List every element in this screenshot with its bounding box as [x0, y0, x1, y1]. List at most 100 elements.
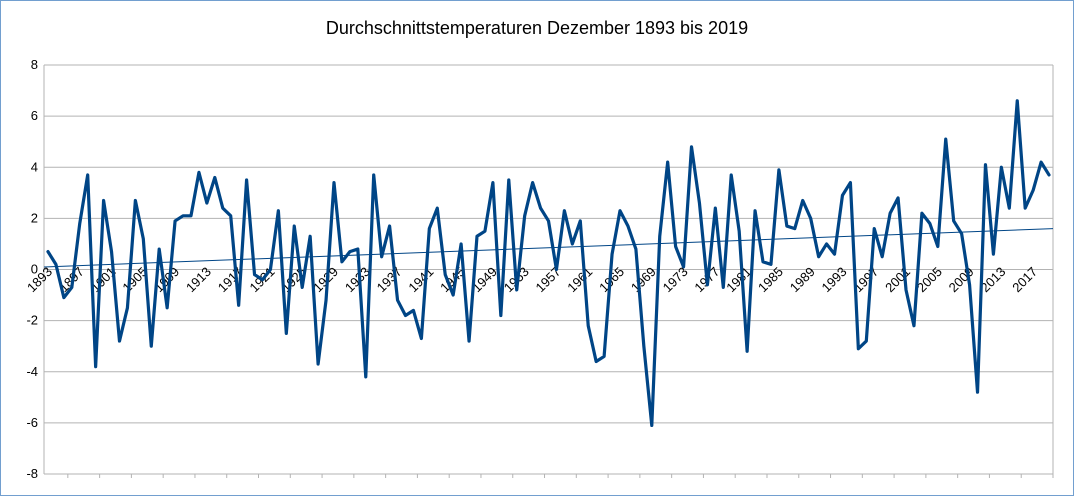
data-point — [388, 224, 391, 227]
data-point — [213, 176, 216, 179]
data-point — [833, 253, 836, 256]
data-point — [285, 332, 288, 335]
series-layer — [46, 99, 1051, 428]
data-point — [682, 265, 685, 268]
data-point — [777, 168, 780, 171]
data-point — [126, 306, 129, 309]
data-point — [1016, 99, 1019, 102]
data-point — [896, 196, 899, 199]
data-point — [189, 214, 192, 217]
data-point — [889, 212, 892, 215]
data-point — [722, 286, 725, 289]
data-point — [460, 242, 463, 245]
data-point — [626, 224, 629, 227]
data-point — [491, 181, 494, 184]
data-point — [1008, 207, 1011, 210]
data-point — [1039, 161, 1042, 164]
data-point — [142, 237, 145, 240]
data-point — [46, 250, 49, 253]
data-point — [547, 219, 550, 222]
data-point — [595, 360, 598, 363]
data-point — [309, 235, 312, 238]
data-point — [54, 263, 57, 266]
data-point — [992, 253, 995, 256]
data-point — [86, 173, 89, 176]
data-point — [293, 224, 296, 227]
data-point — [317, 362, 320, 365]
data-point — [277, 209, 280, 212]
data-point — [952, 219, 955, 222]
data-point — [642, 345, 645, 348]
data-point — [793, 227, 796, 230]
data-point — [301, 286, 304, 289]
data-point — [428, 227, 431, 230]
data-point — [70, 286, 73, 289]
data-point — [173, 219, 176, 222]
data-point — [467, 339, 470, 342]
data-point — [452, 293, 455, 296]
data-point — [928, 222, 931, 225]
data-point — [984, 163, 987, 166]
data-point — [380, 255, 383, 258]
chart-title: Durchschnittstemperaturen Dezember 1893 … — [326, 18, 748, 38]
data-point — [539, 207, 542, 210]
data-point — [571, 242, 574, 245]
data-point — [507, 178, 510, 181]
data-point — [865, 339, 868, 342]
data-point — [960, 232, 963, 235]
data-point — [531, 181, 534, 184]
data-point — [785, 224, 788, 227]
data-point — [444, 273, 447, 276]
data-point — [730, 173, 733, 176]
data-point — [348, 250, 351, 253]
data-point — [714, 207, 717, 210]
data-point — [825, 242, 828, 245]
data-point — [809, 217, 812, 220]
data-point — [436, 207, 439, 210]
data-point — [857, 347, 860, 350]
y-tick-label: -6 — [26, 415, 38, 430]
data-point — [158, 247, 161, 250]
data-point — [650, 424, 653, 427]
data-point — [976, 391, 979, 394]
data-point — [62, 296, 65, 299]
data-point — [936, 245, 939, 248]
data-point — [769, 263, 772, 266]
data-point — [555, 268, 558, 271]
data-point — [1000, 166, 1003, 169]
data-point — [690, 145, 693, 148]
data-point — [881, 255, 884, 258]
data-point — [579, 219, 582, 222]
y-tick-label: -8 — [26, 466, 38, 481]
data-point — [603, 355, 606, 358]
data-point — [340, 260, 343, 263]
data-point — [332, 181, 335, 184]
data-point — [324, 299, 327, 302]
y-tick-label: 2 — [31, 210, 38, 225]
data-point — [78, 222, 81, 225]
data-point — [118, 339, 121, 342]
data-point — [197, 171, 200, 174]
data-point — [618, 209, 621, 212]
data-point — [261, 278, 264, 281]
data-point — [841, 194, 844, 197]
data-point — [1032, 189, 1035, 192]
data-point — [420, 337, 423, 340]
data-point — [817, 255, 820, 258]
y-tick-label: -4 — [26, 364, 38, 379]
data-point — [666, 161, 669, 164]
data-point — [587, 324, 590, 327]
data-point — [412, 309, 415, 312]
data-point — [150, 345, 153, 348]
data-point — [1047, 173, 1050, 176]
data-point — [229, 214, 232, 217]
data-point — [944, 138, 947, 141]
data-point — [698, 201, 701, 204]
data-point — [634, 247, 637, 250]
y-tick-label: 0 — [31, 262, 38, 277]
data-point — [746, 350, 749, 353]
data-point — [515, 288, 518, 291]
axes — [43, 65, 1054, 478]
